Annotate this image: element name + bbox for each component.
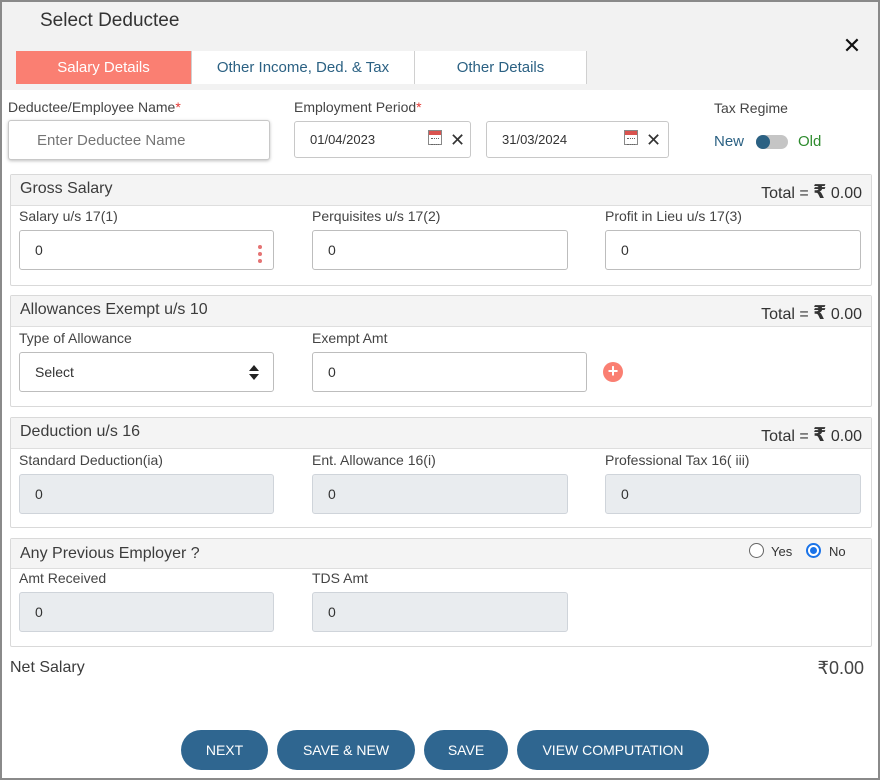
period-from-value: 01/04/2023 <box>310 132 376 147</box>
previous-employer-yes-radio[interactable] <box>749 543 764 558</box>
exempt-amt-label: Exempt Amt <box>312 330 388 346</box>
period-to-value: 31/03/2024 <box>502 132 568 147</box>
clear-from-date-icon[interactable]: ✕ <box>450 130 466 150</box>
tax-regime-new-label: New <box>714 133 745 150</box>
tab-other-income-ded-tax[interactable]: Other Income, Ded. & Tax <box>192 51 415 84</box>
select-arrows-icon <box>249 365 259 381</box>
total-label: Total = <box>761 306 809 323</box>
deductee-name-input[interactable] <box>8 120 270 160</box>
tax-regime-label: Tax Regime <box>714 100 788 116</box>
tab-bar: Salary Details Other Income, Ded. & Tax … <box>16 51 587 84</box>
exempt-amt-input[interactable]: 0 <box>312 352 587 392</box>
professional-tax-input: 0 <box>605 474 861 514</box>
previous-employer-no-radio[interactable] <box>806 543 821 558</box>
total-label: Total = <box>761 185 809 202</box>
total-value: 0.00 <box>830 428 862 445</box>
close-icon[interactable]: ✕ <box>842 33 862 58</box>
profit-lieu-17-3-input[interactable]: 0 <box>605 230 861 270</box>
type-of-allowance-value: Select <box>35 364 74 380</box>
gross-salary-title: Gross Salary <box>20 180 113 197</box>
deduction-16-title: Deduction u/s 16 <box>20 423 141 440</box>
amt-received-label: Amt Received <box>19 570 107 586</box>
rupee-icon: ₹ <box>813 425 827 446</box>
tab-salary-details[interactable]: Salary Details <box>16 51 192 84</box>
ent-allowance-input: 0 <box>312 474 568 514</box>
allowances-title: Allowances Exempt u/s 10 <box>20 301 208 318</box>
calendar-icon[interactable] <box>624 130 638 145</box>
deductee-name-label: Deductee/Employee Name* <box>8 99 181 115</box>
previous-employer-title: Any Previous Employer ? <box>20 545 200 562</box>
more-options-icon[interactable] <box>258 245 262 263</box>
tax-regime-old-label: Old <box>798 133 822 150</box>
type-of-allowance-select[interactable]: Select <box>19 352 274 392</box>
perquisites-17-2-label: Perquisites u/s 17(2) <box>312 208 441 224</box>
ent-allowance-label: Ent. Allowance 16(i) <box>312 452 436 468</box>
net-salary-label: Net Salary <box>10 659 85 676</box>
dialog-header: Select Deductee ✕ Salary Details Other I… <box>2 2 878 90</box>
net-salary-value: ₹0.00 <box>817 658 865 678</box>
required-mark: * <box>175 99 181 115</box>
salary-17-1-input[interactable]: 0 <box>19 230 274 270</box>
employment-period-label-text: Employment Period <box>294 99 417 115</box>
view-computation-button[interactable]: VIEW COMPUTATION <box>517 730 709 770</box>
gross-salary-total: Total = ₹ 0.00 <box>761 181 862 204</box>
save-button[interactable]: SAVE <box>424 730 508 770</box>
deduction-16-header: Deduction u/s 16 Total = ₹ 0.00 <box>11 418 871 449</box>
required-mark: * <box>416 99 422 115</box>
previous-employer-yes-label: Yes <box>771 544 793 559</box>
tds-amt-input: 0 <box>312 592 568 632</box>
perquisites-17-2-input[interactable]: 0 <box>312 230 568 270</box>
calendar-icon[interactable] <box>428 130 442 145</box>
amt-received-input: 0 <box>19 592 274 632</box>
tax-regime-toggle[interactable] <box>756 135 788 149</box>
professional-tax-label: Professional Tax 16( iii) <box>605 452 750 468</box>
allowances-total: Total = ₹ 0.00 <box>761 302 862 325</box>
profit-lieu-17-3-label: Profit in Lieu u/s 17(3) <box>605 208 742 224</box>
type-of-allowance-label: Type of Allowance <box>19 330 132 346</box>
toggle-knob <box>756 135 770 149</box>
clear-to-date-icon[interactable]: ✕ <box>646 130 662 150</box>
tab-other-details[interactable]: Other Details <box>415 51 587 84</box>
add-allowance-icon[interactable]: + <box>603 362 623 382</box>
employment-period-label: Employment Period* <box>294 99 422 115</box>
previous-employer-header: Any Previous Employer ? <box>11 539 871 569</box>
save-and-new-button[interactable]: SAVE & NEW <box>277 730 415 770</box>
next-button[interactable]: NEXT <box>181 730 268 770</box>
gross-salary-header: Gross Salary Total = ₹ 0.00 <box>11 175 871 206</box>
standard-deduction-label: Standard Deduction(ia) <box>19 452 163 468</box>
total-label: Total = <box>761 428 809 445</box>
salary-17-1-label: Salary u/s 17(1) <box>19 208 118 224</box>
total-value: 0.00 <box>830 185 862 202</box>
dialog-title: Select Deductee <box>40 10 180 31</box>
tds-amt-label: TDS Amt <box>312 570 369 586</box>
previous-employer-no-label: No <box>829 544 846 559</box>
deductee-name-label-text: Deductee/Employee Name <box>8 99 176 115</box>
allowances-header: Allowances Exempt u/s 10 Total = ₹ 0.00 <box>11 296 871 327</box>
deduction-16-total: Total = ₹ 0.00 <box>761 424 862 447</box>
rupee-icon: ₹ <box>813 303 827 324</box>
standard-deduction-input: 0 <box>19 474 274 514</box>
rupee-icon: ₹ <box>813 182 827 203</box>
period-from-date-field[interactable]: 01/04/2023 <box>294 121 471 158</box>
total-value: 0.00 <box>830 306 862 323</box>
period-to-date-field[interactable]: 31/03/2024 <box>486 121 669 158</box>
